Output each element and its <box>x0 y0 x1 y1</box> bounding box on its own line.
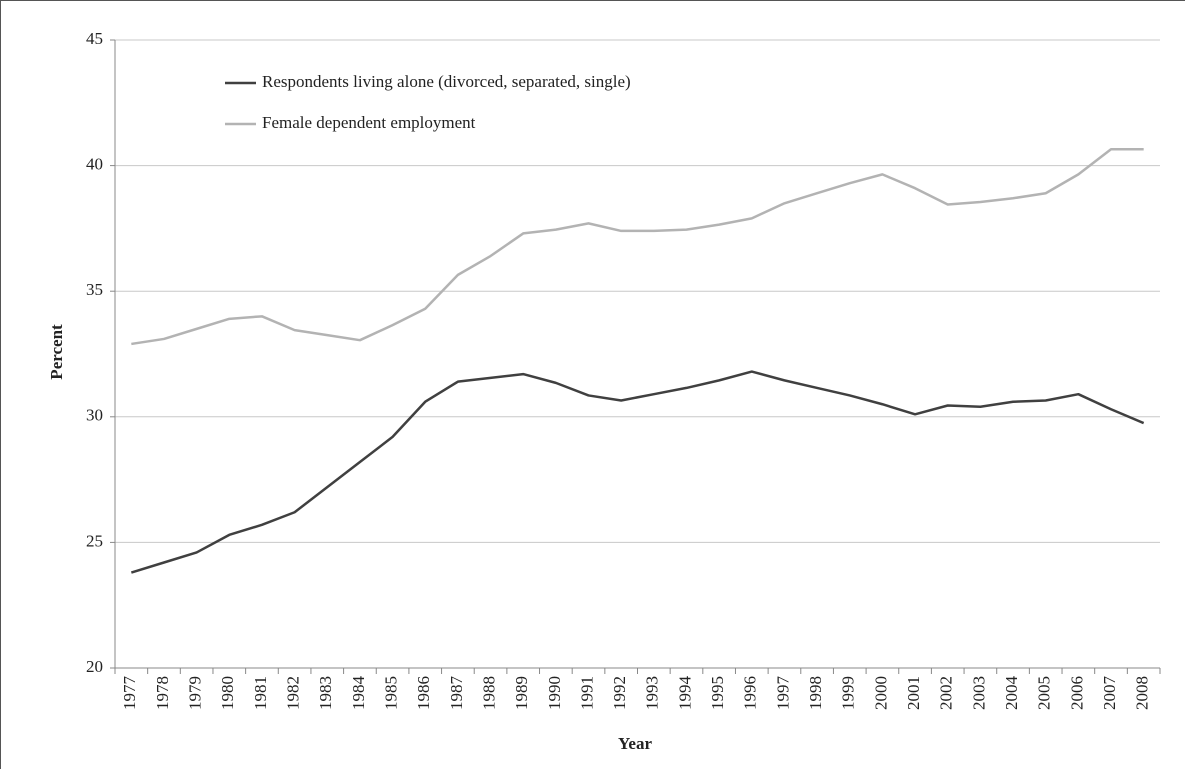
y-tick-label: 45 <box>86 29 103 48</box>
y-axis-label: Percent <box>47 324 66 380</box>
series-line <box>130 370 1145 574</box>
x-tick-label: 1992 <box>610 676 629 710</box>
y-tick-label: 30 <box>86 406 103 425</box>
x-tick-label: 1978 <box>153 676 172 710</box>
y-tick-label: 40 <box>86 155 103 174</box>
x-tick-label: 1995 <box>708 676 727 710</box>
x-tick-label: 2003 <box>969 676 988 710</box>
x-tick-label: 1980 <box>218 676 237 710</box>
x-tick-label: 1997 <box>773 676 792 711</box>
x-tick-label: 1983 <box>316 676 335 710</box>
x-tick-label: 2001 <box>904 676 923 710</box>
x-tick-label: 1999 <box>839 676 858 710</box>
x-tick-label: 1994 <box>675 676 694 711</box>
y-tick-label: 25 <box>86 531 103 550</box>
x-tick-label: 1981 <box>251 676 270 710</box>
x-tick-label: 1985 <box>381 676 400 710</box>
y-tick-label: 35 <box>86 280 103 299</box>
x-tick-label: 1977 <box>120 676 139 711</box>
x-tick-label: 2007 <box>1100 676 1119 711</box>
legend-label: Respondents living alone (divorced, sepa… <box>262 72 631 91</box>
x-tick-label: 2006 <box>1067 676 1086 710</box>
x-tick-label: 1987 <box>447 676 466 711</box>
x-tick-label: 1996 <box>741 676 760 710</box>
x-axis-label: Year <box>618 734 652 753</box>
x-tick-label: 2002 <box>937 676 956 710</box>
x-tick-label: 1988 <box>479 676 498 710</box>
x-tick-label: 1991 <box>577 676 596 710</box>
x-tick-label: 1984 <box>349 676 368 711</box>
series-line <box>131 148 1144 346</box>
x-tick-label: 1990 <box>545 676 564 710</box>
x-tick-label: 2000 <box>871 676 890 710</box>
legend-label: Female dependent employment <box>262 113 476 132</box>
x-tick-label: 1986 <box>414 676 433 710</box>
x-tick-label: 1998 <box>806 676 825 710</box>
x-tick-label: 1982 <box>284 676 303 710</box>
y-tick-label: 20 <box>86 657 103 676</box>
x-tick-label: 1979 <box>186 676 205 710</box>
x-tick-label: 2004 <box>1002 676 1021 711</box>
x-tick-label: 2005 <box>1035 676 1054 710</box>
x-tick-label: 1993 <box>643 676 662 710</box>
x-tick-label: 1989 <box>512 676 531 710</box>
x-tick-label: 2008 <box>1133 676 1152 710</box>
